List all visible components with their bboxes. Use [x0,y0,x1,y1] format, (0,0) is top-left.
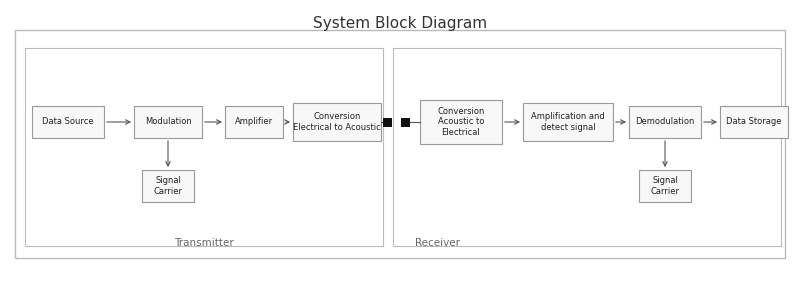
Text: Receiver: Receiver [414,238,459,248]
FancyBboxPatch shape [393,48,781,246]
Text: Conversion
Acoustic to
Electrical: Conversion Acoustic to Electrical [438,107,485,137]
Text: Amplification and
detect signal: Amplification and detect signal [531,112,605,132]
FancyBboxPatch shape [142,170,194,202]
FancyBboxPatch shape [293,103,381,141]
Text: Signal
Carrier: Signal Carrier [650,176,679,196]
FancyBboxPatch shape [15,30,785,258]
FancyBboxPatch shape [720,106,788,138]
FancyBboxPatch shape [225,106,283,138]
FancyBboxPatch shape [639,170,691,202]
FancyBboxPatch shape [401,117,410,126]
FancyBboxPatch shape [629,106,701,138]
Text: Conversion
Electrical to Acoustic: Conversion Electrical to Acoustic [293,112,381,132]
FancyBboxPatch shape [523,103,613,141]
Text: Data Storage: Data Storage [726,117,782,126]
FancyBboxPatch shape [134,106,202,138]
Text: Modulation: Modulation [145,117,191,126]
Text: Amplifier: Amplifier [235,117,273,126]
Text: Transmitter: Transmitter [174,238,234,248]
FancyBboxPatch shape [25,48,383,246]
FancyBboxPatch shape [420,100,502,144]
Text: Signal
Carrier: Signal Carrier [154,176,182,196]
FancyBboxPatch shape [32,106,104,138]
Text: Demodulation: Demodulation [635,117,694,126]
FancyBboxPatch shape [382,117,391,126]
Text: System Block Diagram: System Block Diagram [313,16,487,31]
Text: Data Source: Data Source [42,117,94,126]
